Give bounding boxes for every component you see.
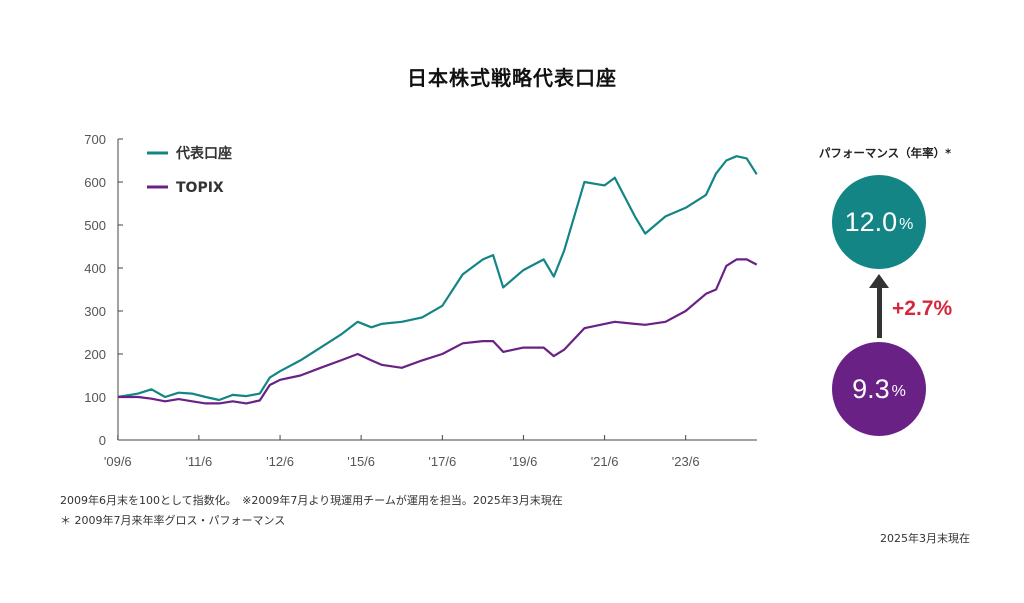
topix-performance-unit: %	[891, 383, 906, 400]
legend-label: 代表口座	[175, 145, 232, 162]
axes: 0 100 200 300 400 500 600 700 '09/6 '11/6 '12/6 '15…	[84, 132, 757, 469]
series-line	[117, 155, 758, 402]
y-tick-label: 400	[84, 261, 106, 276]
topix-performance-circle: 9.3%	[832, 342, 926, 436]
y-tick-label: 700	[84, 132, 106, 147]
x-tick-label: '15/6	[347, 454, 375, 469]
as-of-date: 2025年3月末現在	[880, 532, 970, 545]
y-tick-label: 500	[84, 218, 106, 233]
series-line	[117, 258, 758, 405]
account-performance-unit: %	[899, 216, 914, 233]
account-performance-circle: 12.0%	[832, 175, 926, 269]
y-tick-label: 100	[84, 390, 106, 405]
y-tick-label: 600	[84, 175, 106, 190]
account-performance-value: 12.0	[844, 206, 898, 237]
footnote-gross: ＊ 2009年7月来年率グロス・パフォーマンス	[60, 514, 286, 527]
x-tick-label: '17/6	[428, 454, 456, 469]
legend-label: TOPIX	[176, 180, 224, 196]
y-tick-label: 200	[84, 347, 106, 362]
y-tick-label: 300	[84, 304, 106, 319]
y-tick-label: 0	[99, 433, 106, 448]
x-tick-label: '19/6	[510, 454, 538, 469]
series-lines	[117, 155, 758, 405]
x-tick-label: '21/6	[591, 454, 619, 469]
chart-title: 日本株式戦略代表口座	[407, 66, 617, 90]
arrow-up-icon	[869, 274, 889, 288]
x-tick-label: '09/6	[104, 454, 132, 469]
x-tick-label: '23/6	[672, 454, 700, 469]
performance-title: パフォーマンス（年率）*	[818, 146, 952, 160]
topix-performance-value: 9.3	[852, 373, 890, 404]
x-tick-label: '11/6	[185, 454, 212, 469]
performance-difference: +2.7%	[892, 297, 953, 320]
x-tick-label: '12/6	[266, 454, 294, 469]
legend: 代表口座 TOPIX	[147, 145, 232, 196]
footnote-index: 2009年6月末を100として指数化。 ※2009年7月より現運用チームが運用を…	[60, 494, 563, 507]
arrow-shaft	[877, 286, 882, 338]
